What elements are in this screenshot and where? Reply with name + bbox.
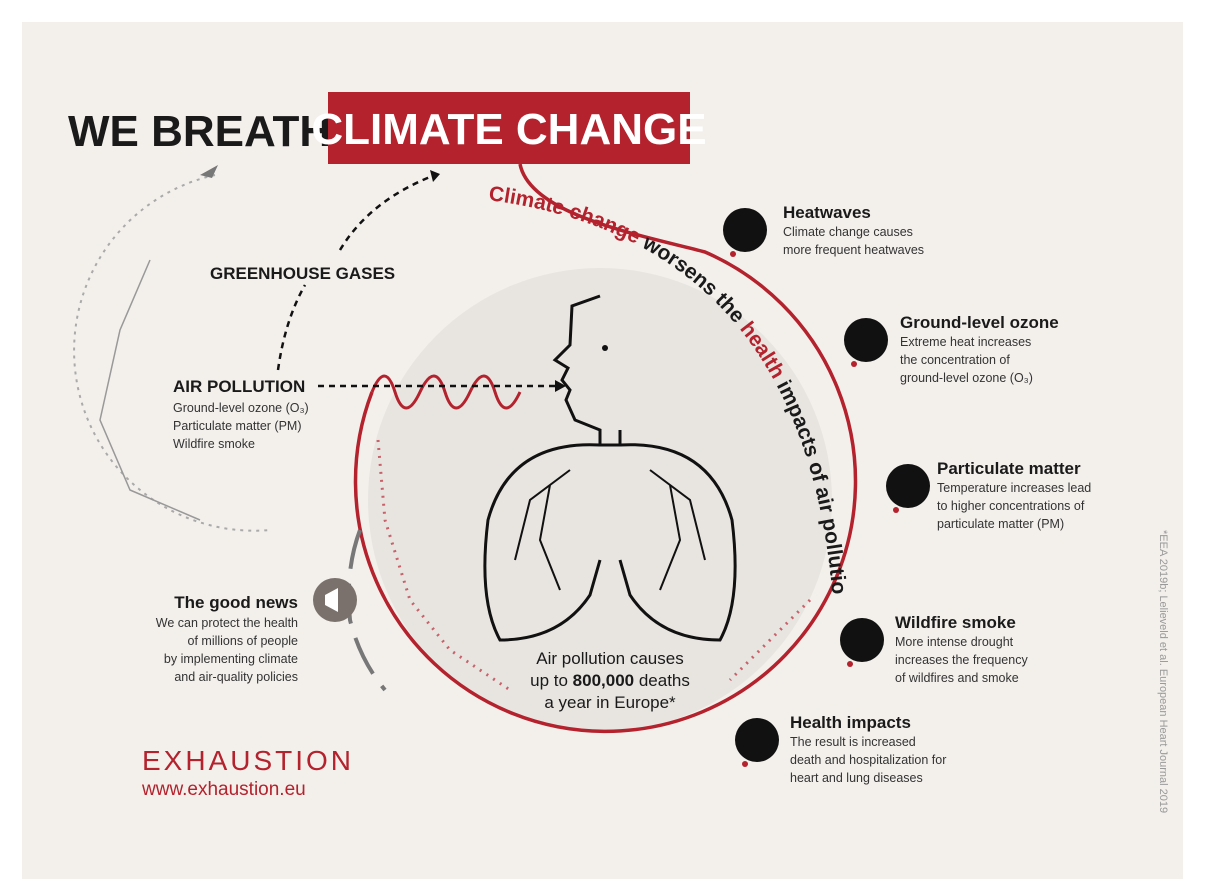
ring-dot [893,507,899,513]
impact-title: Ground-level ozone [900,313,1059,332]
footnote: *EEA 2019b; Lelieveld et al. European He… [1157,530,1169,813]
impact-line: ground-level ozone (O₃) [900,371,1033,385]
air-pollution-item: Wildfire smoke [173,437,255,451]
impact-line: the concentration of [900,353,1010,367]
impact-icon [844,318,888,362]
good-news-line: and air-quality policies [174,670,298,684]
impact-line: more frequent heatwaves [783,243,924,257]
impact-icon [886,464,930,508]
air-pollution-title: AIR POLLUTION [173,377,305,396]
impact-line: to higher concentrations of [937,499,1085,513]
impact-title: Heatwaves [783,203,871,222]
impact-line: heart and lung diseases [790,771,923,785]
eye [602,345,608,351]
ring-dot [742,761,748,767]
impact-title: Particulate matter [937,459,1081,478]
good-news-line: by implementing climate [164,652,298,666]
brand-name: EXHAUSTION [142,745,354,776]
center-line: a year in Europe* [544,693,676,712]
ring-dot [847,661,853,667]
ring-dot [851,361,857,367]
impact-line: Extreme heat increases [900,335,1031,349]
impact-title: Wildfire smoke [895,613,1016,632]
impact-icon [840,618,884,662]
good-news-line: We can protect the health [156,616,298,630]
brand-url: www.exhaustion.eu [141,779,306,800]
good-news-line: of millions of people [188,634,299,648]
impact-line: particulate matter (PM) [937,517,1064,531]
page: WE BREATHE CLIMATE CHANGE Climate change… [0,0,1205,879]
ring-dot [730,251,736,257]
center-text: deaths [634,671,690,690]
impact-icon [735,718,779,762]
title-highlight: CLIMATE CHANGE [311,105,706,154]
impact-line: The result is increased [790,735,916,749]
center-text: up to [530,671,573,690]
center-number: 800,000 [573,671,634,690]
impact-line: increases the frequency [895,653,1028,667]
impact-line: of wildfires and smoke [895,671,1019,685]
infographic: WE BREATHE CLIMATE CHANGE Climate change… [0,0,1205,879]
impact-line: More intense drought [895,635,1014,649]
impact-title: Health impacts [790,713,911,732]
impact-line: death and hospitalization for [790,753,946,767]
good-news-title: The good news [174,593,298,612]
impact-line: Climate change causes [783,225,913,239]
air-pollution-item: Ground-level ozone (O₃) [173,401,309,415]
impact-icon [723,208,767,252]
greenhouse-label: GREENHOUSE GASES [210,264,395,283]
center-line: up to 800,000 deaths [530,671,690,690]
impact-line: Temperature increases lead [937,481,1091,495]
air-pollution-item: Particulate matter (PM) [173,419,302,433]
center-line: Air pollution causes [536,649,683,668]
